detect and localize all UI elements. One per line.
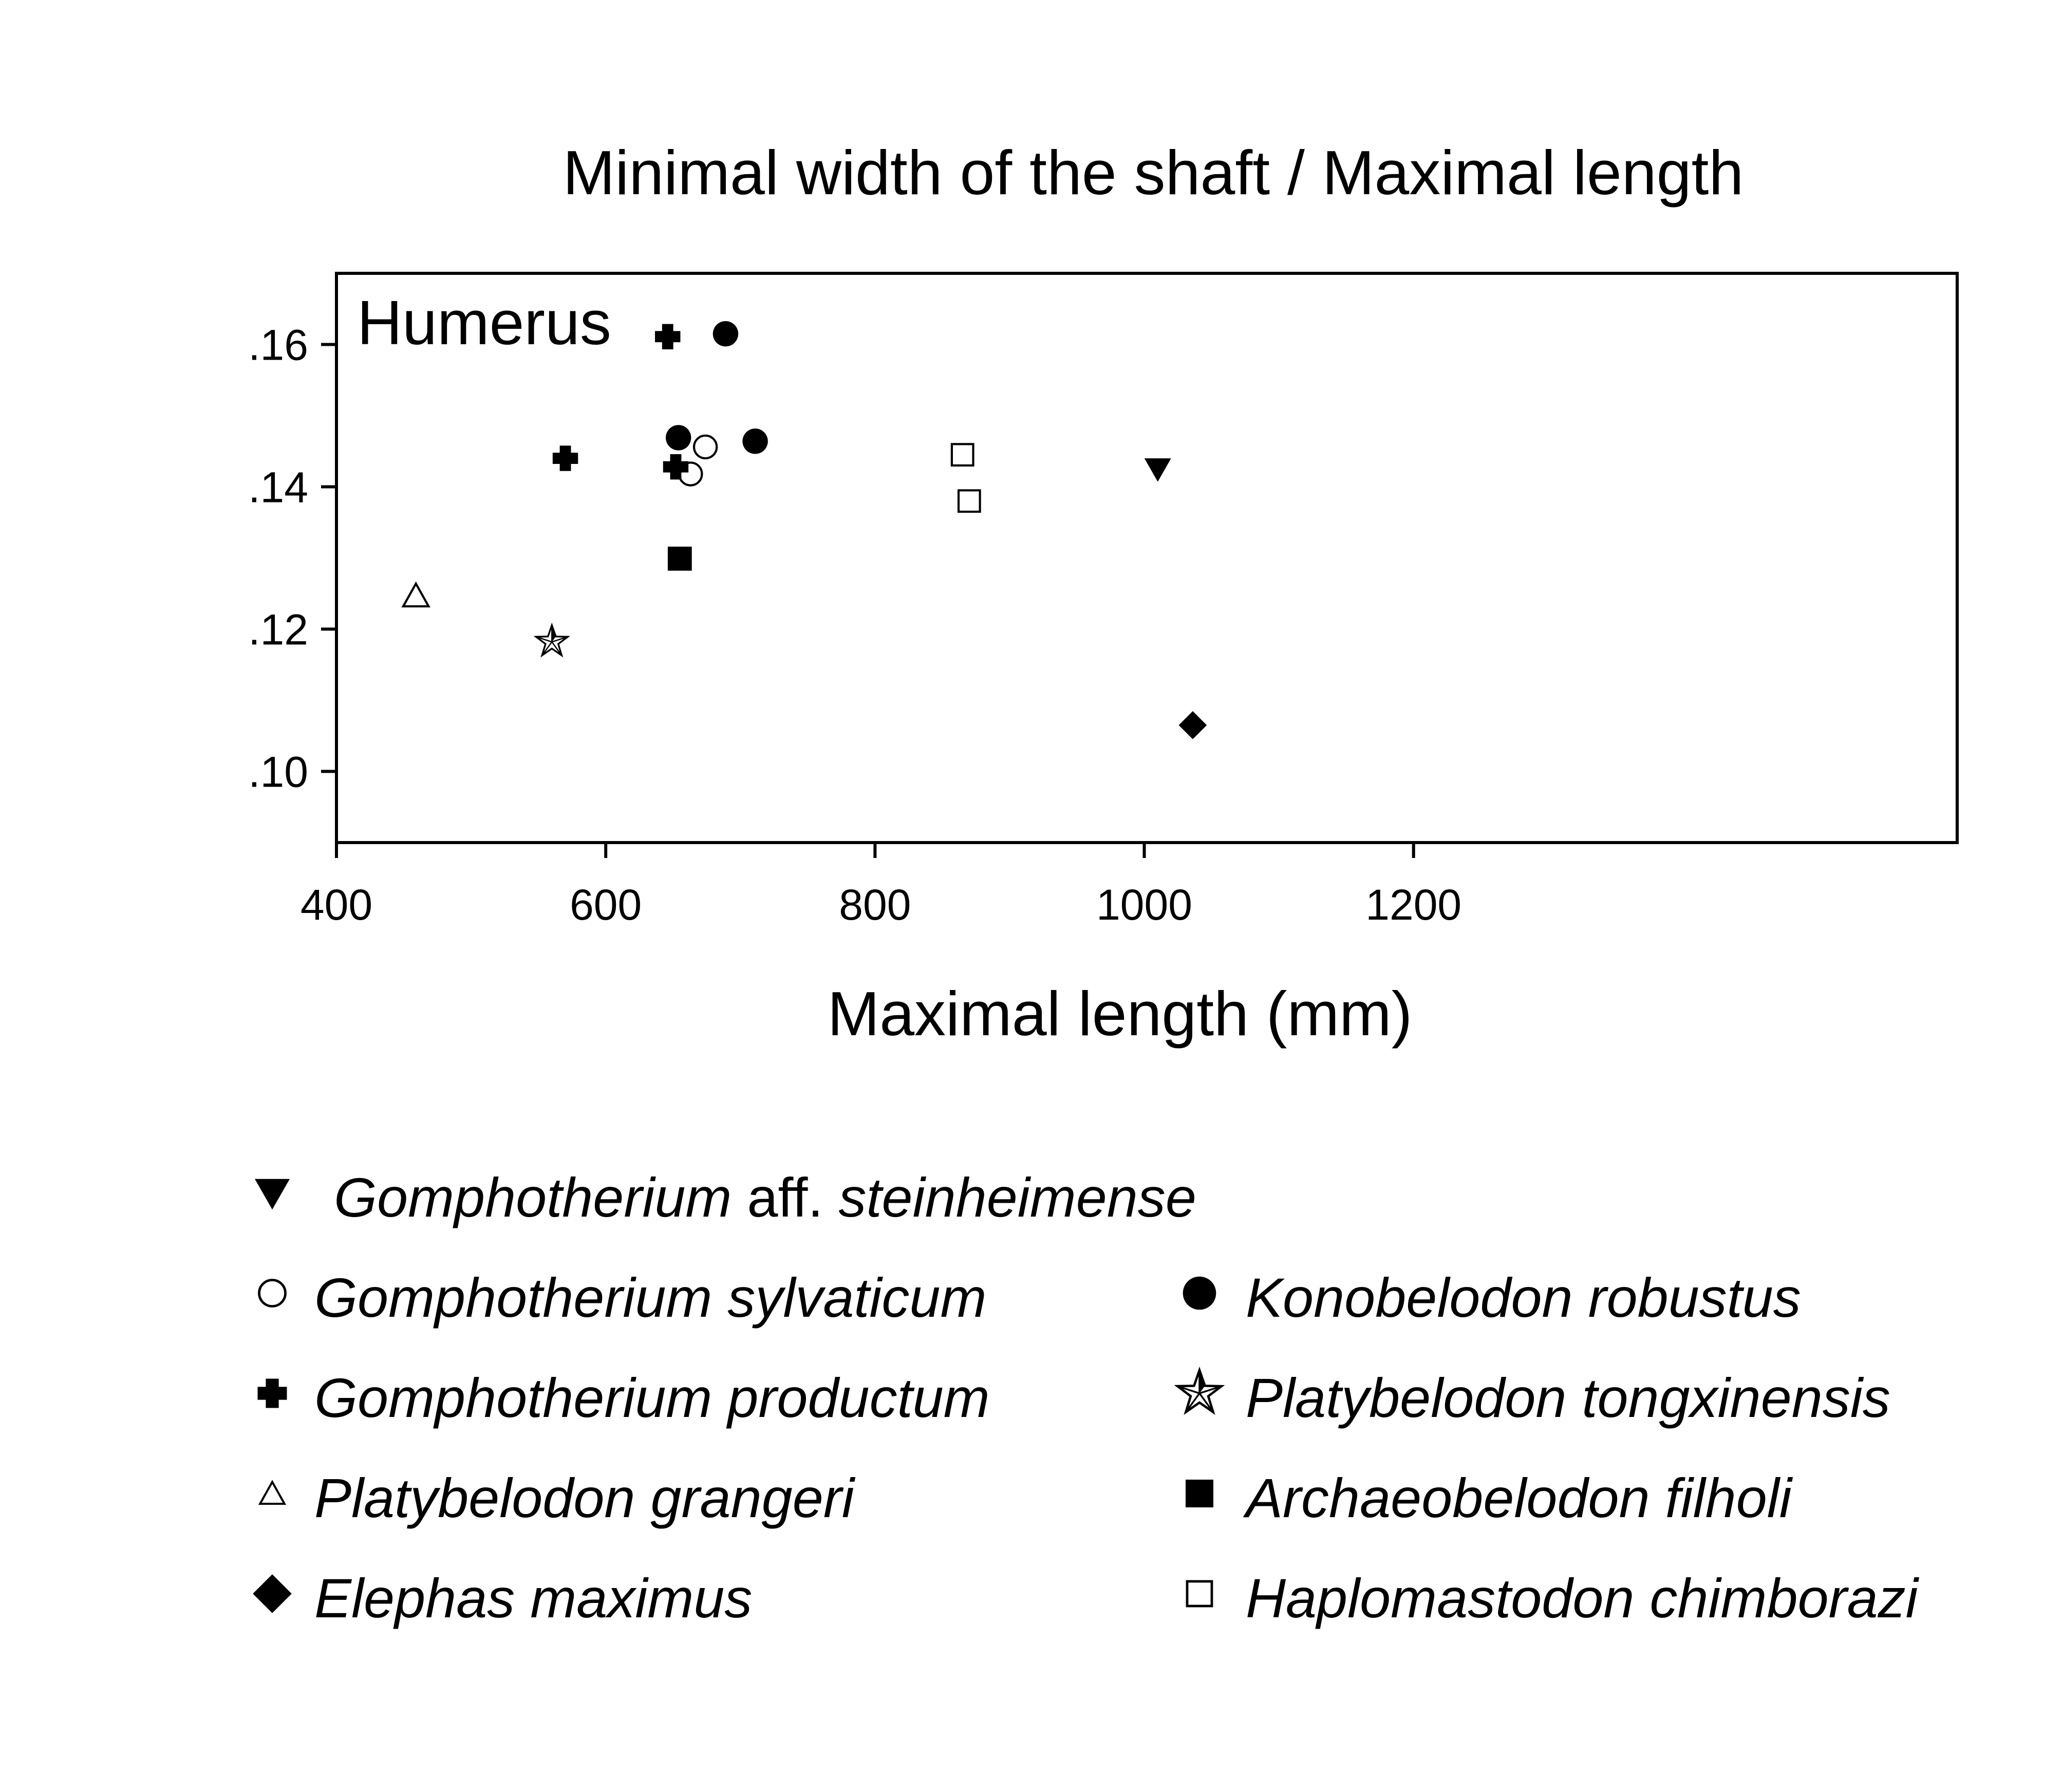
x-tick-label: 1200 (1365, 881, 1461, 929)
legend-label: Platybelodon grangeri (314, 1467, 856, 1529)
legend-marker (258, 1480, 287, 1505)
legend-label: Gomphotherium sylvaticum (314, 1266, 986, 1329)
y-tick-label: .16 (248, 321, 308, 369)
y-tick-label: .14 (248, 463, 308, 512)
legend-item: Platybelodon grangeri (258, 1467, 856, 1529)
legend-marker (257, 1378, 287, 1408)
data-point (1144, 458, 1171, 482)
data-point (950, 443, 974, 467)
legend-item: Archaeobelodon filholi (1186, 1467, 1793, 1529)
legend-marker (253, 1574, 292, 1613)
data-point (742, 428, 768, 454)
legend-marker (1186, 1480, 1213, 1507)
legend-label: Archaeobelodon filholi (1243, 1467, 1793, 1529)
data-point (1178, 711, 1207, 739)
legend-item: Gomphotherium aff. steinheimense (255, 1166, 1196, 1228)
data-point (666, 425, 691, 451)
data-point (655, 324, 681, 349)
data-point (957, 489, 981, 513)
legend-label: Konobelodon robustus (1246, 1266, 1801, 1329)
legend-label: Gomphotherium aff. steinheimense (334, 1166, 1196, 1228)
y-axis: .10 .12 .14 .16 (248, 321, 336, 796)
legend-marker (258, 1279, 287, 1308)
data-point (667, 546, 692, 571)
data-point (692, 434, 718, 460)
x-tick-label: 600 (570, 881, 642, 929)
data-point (712, 321, 739, 347)
legend-item: Elephas maximus (253, 1567, 752, 1629)
x-axis: 400 600 800 1000 1200 (301, 843, 1461, 929)
y-tick-label: .12 (248, 606, 308, 654)
legend-item: Gomphotherium productum (257, 1367, 990, 1429)
legend-marker (1186, 1580, 1213, 1608)
data-point (533, 622, 571, 658)
legend-item: Platybelodon tongxinensis (1174, 1367, 1890, 1429)
legend-marker (1183, 1276, 1216, 1310)
legend-label: Gomphotherium productum (314, 1367, 990, 1429)
data-point (552, 445, 578, 471)
legend-marker (1174, 1367, 1225, 1415)
legend-marker (255, 1179, 290, 1210)
legend: Gomphotherium aff. steinheimense Gomphoth… (253, 1166, 1920, 1629)
plot-frame (335, 272, 1959, 844)
x-tick-label: 1000 (1096, 881, 1192, 929)
legend-item: Haplomastodon chimborazi (1186, 1567, 1920, 1629)
legend-item: Gomphotherium sylvaticum (258, 1266, 986, 1329)
panel-label: Humerus (357, 288, 611, 358)
legend-label: Platybelodon tongxinensis (1246, 1367, 1890, 1429)
legend-item: Konobelodon robustus (1183, 1266, 1801, 1329)
data-point (401, 581, 430, 608)
chart-title: Minimal width of the shaft / Maximal len… (563, 138, 1744, 208)
legend-label: Elephas maximus (314, 1567, 752, 1629)
x-axis-title: Maximal length (mm) (828, 979, 1413, 1049)
data-point (663, 454, 689, 480)
data-points (401, 321, 1207, 739)
y-tick-label: .10 (248, 748, 308, 796)
legend-label: Haplomastodon chimborazi (1246, 1567, 1920, 1629)
x-tick-label: 800 (839, 881, 911, 929)
x-tick-label: 400 (301, 881, 372, 929)
